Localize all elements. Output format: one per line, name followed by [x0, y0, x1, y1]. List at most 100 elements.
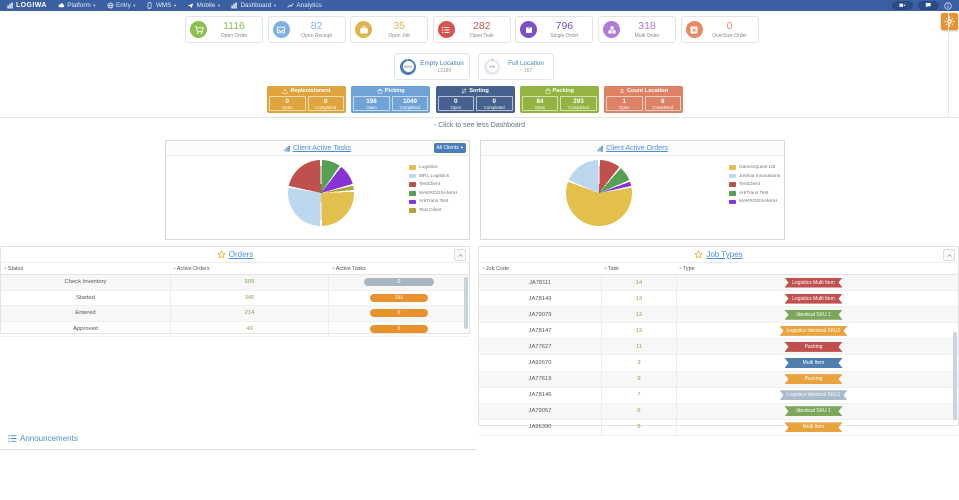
location-count: ~ 13189 [432, 67, 452, 74]
nav-item-entry[interactable]: Entry ▾ [107, 2, 136, 9]
stat-card-open-job[interactable]: 35 Open Job [350, 16, 429, 43]
stat-card-text: 35 Open Job [375, 20, 423, 39]
chart-legend: GamesQuest Ltd Joshua Innovations TestClie… [729, 165, 780, 208]
column-header-status[interactable]: +Status [4, 266, 23, 272]
stat-card-open-task[interactable]: 282 Open Task [432, 16, 511, 43]
caret-down-icon: ▾ [133, 2, 136, 8]
stat-card-open-order[interactable]: 1116 Open Order [185, 16, 263, 43]
process-name: Replenishment [290, 88, 331, 94]
active-orders-cell: 346 [171, 290, 329, 306]
analytics-icon [287, 3, 294, 8]
legend-item: Logistics [409, 165, 457, 170]
table-row: JA79057 6 Identical SKU 1 [479, 403, 958, 420]
process-open-cell: 198 Open [353, 96, 390, 111]
inbox-icon [277, 26, 285, 33]
orders-title-link[interactable]: Orders [228, 250, 254, 259]
legend-item: TestClient [729, 182, 780, 187]
sort-icon: + [332, 265, 335, 272]
process-open-cell: 0 Open [269, 96, 306, 111]
client-active-tasks-title-link[interactable]: Client Active Tasks [284, 145, 351, 152]
stat-card-oversize-order[interactable]: 0 OverSize Order [680, 16, 759, 43]
orders-collapse-button[interactable] [454, 249, 466, 261]
job-types-column-headers: +Job Code +Task +Type [479, 262, 958, 275]
stat-card-multi-order[interactable]: 318 Multi Order [598, 16, 676, 43]
nav-item-dashboard[interactable]: Dashboard ▾ [231, 2, 276, 9]
section-right-divider [948, 11, 949, 117]
legend-label: ArkTrans Test [739, 190, 769, 196]
briefcase-icon [355, 21, 373, 38]
legend-item: TestClient [409, 182, 457, 187]
job-types-collapse-button[interactable] [943, 249, 955, 261]
column-header-task[interactable]: +Task [604, 266, 619, 272]
chart-legend: Logistics MR1 Logistics TestClient MAKROGSA… [409, 165, 457, 217]
star-icon [694, 250, 704, 259]
stat-card-text: 282 Open Task [458, 20, 506, 39]
nav-item-label: Analytics [296, 2, 322, 9]
client-active-orders-title-link[interactable]: Client Active Orders [597, 145, 668, 152]
type-badge: Logistics Identical SKU1 [780, 390, 848, 400]
task-cell: 9 [602, 355, 677, 371]
settings-gear-button[interactable] [941, 13, 958, 30]
column-header-type[interactable]: +Type [679, 266, 695, 272]
process-panel-packing[interactable]: Packing 84 Open 293 Completed [519, 86, 599, 113]
chat-button[interactable] [918, 1, 939, 10]
info-button[interactable] [944, 1, 952, 10]
process-name: Count Location [626, 88, 668, 94]
stat-card-label: OverSize Order [712, 32, 747, 39]
legend-item: Test Client [409, 208, 457, 213]
column-header-job-code[interactable]: +Job Code [482, 266, 509, 272]
screen-share-button[interactable] [892, 1, 913, 10]
table-row: JA78147 12 Logistics Identical SKU1 [479, 323, 958, 340]
table-row: Entered 214 0 [1, 306, 469, 322]
process-open-value: 0 [453, 98, 458, 105]
legend-swatch [409, 191, 416, 196]
wms-icon [148, 2, 152, 9]
table-row: JA77619 9 Packing [479, 371, 958, 388]
job-types-scrollbar[interactable] [953, 332, 957, 420]
chart-bars-icon [597, 145, 603, 152]
nav-item-analytics[interactable]: Analytics [287, 2, 322, 9]
legend-label: MR1 Logistics [419, 173, 450, 179]
type-badge: Multi Item [785, 422, 843, 432]
location-card-empty-location[interactable]: 99% Empty Location ~ 13189 [394, 53, 470, 80]
process-panel-count-location[interactable]: Count Location 1 Open 8 Completed [604, 86, 683, 113]
table-row: JA92670 9 Multi Item [479, 355, 958, 372]
stat-card-label: Multi Order [634, 32, 660, 39]
type-cell: Logistics Identical SKU1 [677, 388, 950, 403]
location-gauge: 99% [400, 58, 416, 75]
toggle-dashboard-link[interactable]: - Click to see less Dashboard [433, 122, 526, 129]
chart-bars-icon [597, 145, 604, 152]
job-types-title-link[interactable]: Job Types [706, 250, 743, 259]
table-row: JA78149 13 Logistics Multi Item [479, 291, 958, 308]
star-icon [216, 250, 226, 259]
location-title: Full Location [508, 59, 544, 67]
star-icon [216, 250, 226, 259]
process-panel-sorting[interactable]: Sorting 0 Open 0 Completed [435, 86, 515, 113]
task-cell: 12 [602, 307, 677, 323]
column-header-active-orders[interactable]: +Active Orders [173, 266, 210, 272]
orders-scrollbar[interactable] [464, 277, 468, 329]
logiwa-logo[interactable]: LOGIWA [7, 2, 47, 9]
orders-column-headers: +Status +Active Orders +Active Tasks [1, 262, 469, 275]
legend-item: MAKROGSAMAH [729, 199, 780, 204]
legend-swatch [409, 173, 416, 179]
active-orders-cell: 49 [171, 321, 329, 337]
active-tasks-bar: 291 [370, 293, 428, 302]
clients-dropdown-label: All Clients [436, 145, 459, 151]
nav-item-platform[interactable]: Platform ▾ [58, 2, 96, 9]
nav-item-mobile[interactable]: Mobile ▾ [187, 2, 220, 9]
process-panel-picking[interactable]: Picking 198 Open 1049 Completed [351, 86, 431, 113]
stat-card-open-receipt[interactable]: 82 Open Receipt [267, 16, 346, 43]
table-row: JA79079 12 Identical SKU 1 [479, 307, 958, 324]
location-card-full-location[interactable]: 1% Full Location ~ 167 [478, 53, 554, 80]
column-header-active-tasks[interactable]: +Active Tasks [332, 266, 366, 272]
process-panel-replenishment[interactable]: Replenishment 0 Open 0 Completed [267, 86, 346, 113]
briefcase-icon [359, 25, 368, 33]
nav-item-wms[interactable]: WMS ▾ [146, 2, 176, 9]
table-row: Check Inventory 509 0 [1, 275, 469, 291]
type-badge: Packing [785, 342, 843, 352]
process-panel-title: Picking [351, 87, 430, 95]
stat-card-single-order[interactable]: 796 Single Order [515, 16, 594, 43]
clients-dropdown[interactable]: All Clients ▾ [433, 143, 466, 153]
type-badge: Identical SKU 1 [785, 310, 843, 320]
